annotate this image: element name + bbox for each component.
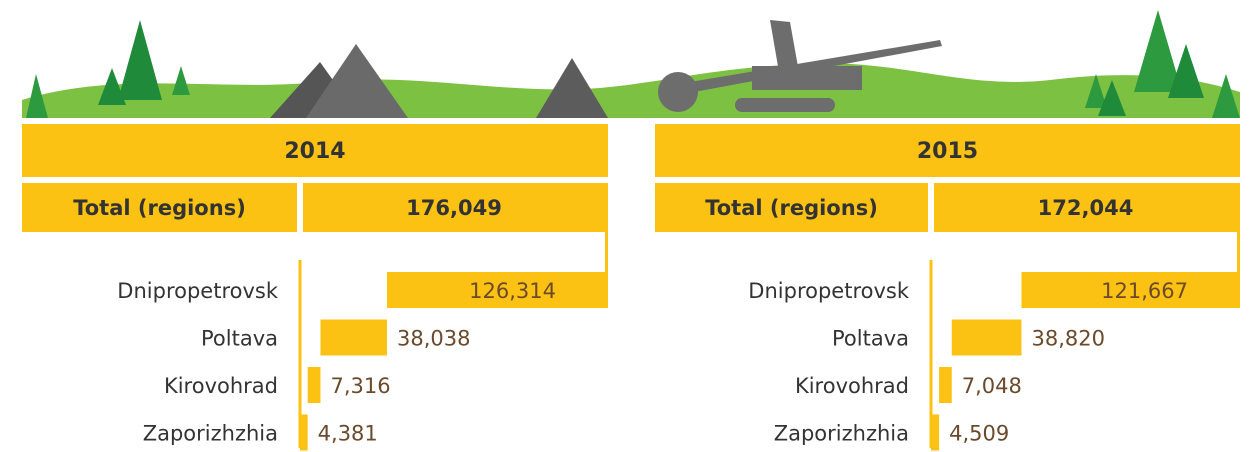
- bar: [320, 319, 388, 356]
- category-label: Kirovohrad: [164, 374, 278, 398]
- category-label: Poltava: [201, 327, 278, 351]
- total-label-box: [655, 183, 928, 232]
- tree: [1168, 44, 1204, 98]
- value-label: 38,820: [1031, 327, 1104, 351]
- category-label: Zaporizhzhia: [143, 422, 278, 446]
- category-label: Dnipropetrovsk: [748, 279, 910, 303]
- total-label: Total (regions): [705, 196, 878, 220]
- year-label: 2014: [284, 139, 345, 164]
- total-label-box: [22, 183, 297, 232]
- value-label: 38,038: [397, 327, 470, 351]
- bar: [939, 367, 952, 403]
- bar: [931, 414, 940, 451]
- tree: [1212, 74, 1240, 118]
- tree: [26, 74, 48, 118]
- value-label: 4,509: [949, 422, 1009, 446]
- category-label: Kirovohrad: [795, 374, 909, 398]
- total-value: 176,049: [406, 196, 502, 220]
- value-label: 7,048: [962, 374, 1022, 398]
- tree: [118, 20, 162, 100]
- hills: [22, 63, 1240, 118]
- landscape: [22, 10, 1240, 118]
- year-header: [22, 124, 608, 177]
- excavator: [658, 20, 942, 112]
- tree: [98, 68, 126, 105]
- bar: [1021, 272, 1240, 308]
- total-value-box: [934, 183, 1240, 232]
- total-value: 172,044: [1038, 196, 1134, 220]
- value-label: 121,667: [1101, 279, 1188, 303]
- pyramid: [536, 58, 608, 118]
- value-label: 4,381: [318, 422, 378, 446]
- value-label: 7,316: [330, 374, 390, 398]
- year-label: 2015: [917, 139, 978, 164]
- tree: [1134, 10, 1182, 92]
- value-label: 126,314: [469, 279, 556, 303]
- bar: [951, 319, 1022, 356]
- category-label: Zaporizhzhia: [774, 422, 909, 446]
- total-value-box: [303, 183, 608, 232]
- tree: [1085, 74, 1107, 108]
- total-label: Total (regions): [73, 196, 246, 220]
- pyramid: [306, 44, 408, 118]
- bar: [387, 272, 608, 308]
- tree: [1098, 80, 1126, 116]
- bar: [307, 367, 321, 403]
- tree: [172, 66, 190, 95]
- category-label: Poltava: [832, 327, 909, 351]
- bar: [300, 414, 308, 451]
- category-label: Dnipropetrovsk: [117, 279, 279, 303]
- year-header: [655, 124, 1240, 177]
